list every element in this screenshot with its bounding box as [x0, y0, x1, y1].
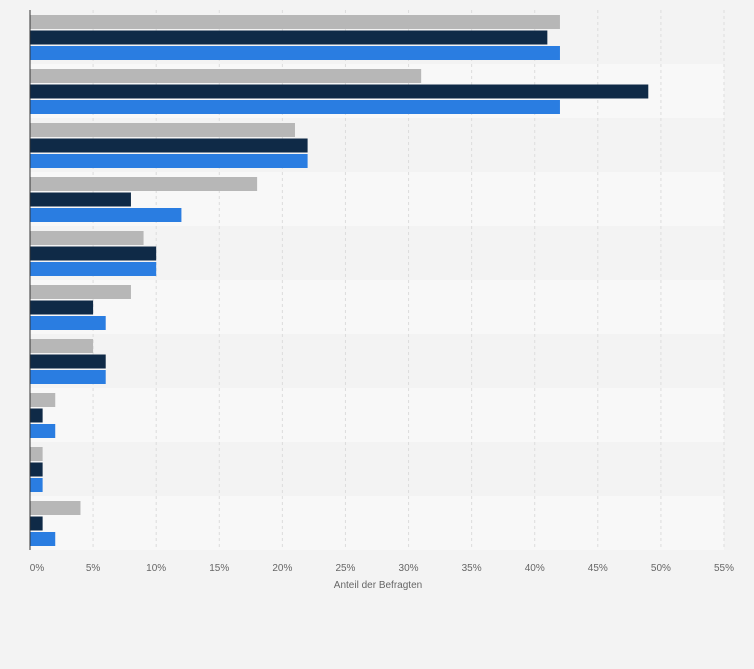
bar[interactable] — [30, 30, 548, 45]
category-band — [30, 388, 724, 442]
x-axis-ticks: 0% 5% 10% 15% 20% 25% 30% 35% 40% 45% 50% 55% — [30, 563, 734, 574]
bar[interactable] — [30, 208, 182, 222]
category-band — [30, 442, 724, 496]
bar[interactable] — [30, 69, 422, 83]
bar[interactable] — [30, 177, 258, 191]
x-tick-label: 30% — [399, 563, 419, 574]
bar[interactable] — [30, 532, 56, 546]
x-tick-label: 10% — [146, 563, 166, 574]
bar[interactable] — [30, 285, 131, 299]
x-tick-label: 5% — [86, 563, 101, 574]
bar[interactable] — [30, 262, 157, 276]
bar[interactable] — [30, 501, 81, 515]
bar[interactable] — [30, 478, 43, 492]
bar[interactable] — [30, 231, 144, 245]
bar[interactable] — [30, 370, 106, 384]
bar[interactable] — [30, 339, 94, 353]
bar[interactable] — [30, 15, 560, 29]
bar[interactable] — [30, 192, 131, 207]
bar[interactable] — [30, 408, 43, 423]
bar[interactable] — [30, 246, 157, 261]
bar[interactable] — [30, 462, 43, 477]
x-tick-label: 50% — [651, 563, 671, 574]
bar[interactable] — [30, 447, 43, 461]
bars — [30, 15, 649, 546]
category-band — [30, 496, 724, 550]
bar[interactable] — [30, 393, 56, 407]
category-band — [30, 334, 724, 388]
x-tick-label: 20% — [272, 563, 292, 574]
x-tick-label: 45% — [588, 563, 608, 574]
bar[interactable] — [30, 46, 560, 60]
x-tick-label: 25% — [335, 563, 355, 574]
x-tick-label: 0% — [30, 563, 45, 574]
bar[interactable] — [30, 84, 649, 99]
x-tick-label: 15% — [209, 563, 229, 574]
bar[interactable] — [30, 354, 106, 369]
bar[interactable] — [30, 100, 560, 114]
bar[interactable] — [30, 123, 295, 137]
bar[interactable] — [30, 300, 94, 315]
x-tick-label: 55% — [714, 563, 734, 574]
x-tick-label: 35% — [462, 563, 482, 574]
bar[interactable] — [30, 138, 308, 153]
bar[interactable] — [30, 516, 43, 531]
x-tick-label: 40% — [525, 563, 545, 574]
x-axis-title: Anteil der Befragten — [334, 580, 422, 591]
bar[interactable] — [30, 154, 308, 168]
bar[interactable] — [30, 316, 106, 330]
bar[interactable] — [30, 424, 56, 438]
category-band — [30, 280, 724, 334]
